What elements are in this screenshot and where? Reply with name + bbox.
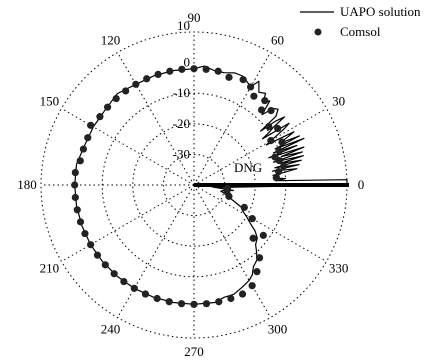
radial-tick-label-0: 0 xyxy=(184,55,191,70)
comsol-point-114 xyxy=(143,75,151,83)
comsol-point-5 xyxy=(272,174,280,182)
comsol-point-60 xyxy=(247,83,255,91)
comsol-point-126 xyxy=(122,87,130,95)
annotation-dng: DNG xyxy=(234,160,262,175)
comsol-point-198 xyxy=(76,218,85,226)
angle-tick-label-90: 90 xyxy=(188,10,201,25)
grid-spoke-120 xyxy=(117,52,195,186)
comsol-point-19 xyxy=(271,153,279,161)
comsol-point-354 xyxy=(223,184,232,193)
radial-tick-label-m20: -20 xyxy=(173,116,190,131)
series-layer xyxy=(74,65,349,305)
comsol-point-312 xyxy=(255,254,264,262)
angle-tick-label-0: 0 xyxy=(358,177,365,192)
angle-tick-label-210: 210 xyxy=(40,261,60,276)
angle-tick-label-180: 180 xyxy=(17,177,37,192)
comsol-point-162 xyxy=(79,145,88,153)
legend-label-comsol: Comsol xyxy=(340,24,381,39)
comsol-point-90 xyxy=(190,65,198,73)
comsol-point-102 xyxy=(166,67,174,75)
angle-tick-label-30: 30 xyxy=(332,94,345,109)
comsol-point-26 xyxy=(278,138,286,146)
comsol-point-38 xyxy=(265,122,273,131)
comsol-point-240 xyxy=(130,284,138,292)
comsol-point-96 xyxy=(178,65,186,73)
grid-spoke-210 xyxy=(61,184,195,262)
comsol-point-72 xyxy=(225,73,233,81)
comsol-point-288 xyxy=(227,294,235,303)
comsol-point-174 xyxy=(71,168,79,177)
comsol-point-204 xyxy=(81,229,89,238)
comsol-point-300 xyxy=(248,282,256,290)
angle-tick-label-240: 240 xyxy=(101,322,121,337)
grid-spoke-240 xyxy=(117,184,195,318)
comsol-point-306 xyxy=(253,268,261,276)
comsol-point-282 xyxy=(215,298,223,306)
legend-label-uapo: UAPO solution xyxy=(340,4,421,19)
comsol-point-48 xyxy=(257,106,266,114)
angle-tick-label-60: 60 xyxy=(271,32,284,47)
comsol-point-222 xyxy=(101,261,109,269)
comsol-point-234 xyxy=(120,277,128,286)
comsol-point-44 xyxy=(267,107,275,115)
grid-spoke-30 xyxy=(193,108,327,186)
tick-labels: 0 30 60 90 120 150 180 210 240 270 300 330 10 0 -10 -20… xyxy=(17,10,364,359)
comsol-point-330 xyxy=(248,215,256,223)
comsol-point-168 xyxy=(76,157,84,165)
comsol-point-34 xyxy=(274,124,282,133)
comsol-point-65 xyxy=(239,76,247,84)
grid-spoke-150 xyxy=(61,108,195,186)
comsol-point-276 xyxy=(202,300,211,308)
comsol-point-246 xyxy=(141,290,150,298)
radial-tick-label-m30: -30 xyxy=(173,146,190,161)
comsol-point-258 xyxy=(165,298,173,306)
comsol-point-30 xyxy=(267,137,275,145)
comsol-point-216 xyxy=(93,251,102,259)
angle-tick-label-300: 300 xyxy=(268,322,288,337)
comsol-point-132 xyxy=(112,94,120,103)
radial-tick-label-10: 10 xyxy=(177,18,190,33)
comsol-point-108 xyxy=(154,70,162,79)
comsol-point-294 xyxy=(238,290,247,298)
comsol-point-252 xyxy=(153,294,161,303)
grid-spoke-330 xyxy=(193,184,327,262)
marker-layer xyxy=(71,65,288,308)
angle-tick-label-330: 330 xyxy=(329,261,349,276)
comsol-point-22 xyxy=(275,147,283,155)
comsol-point-9 xyxy=(275,167,283,176)
comsol-point-324 xyxy=(259,231,267,239)
series-uapo-solution xyxy=(74,65,348,305)
comsol-point-270 xyxy=(190,300,198,308)
comsol-point-150 xyxy=(87,121,95,129)
comsol-point-84 xyxy=(202,65,210,73)
radial-tick-label-m10: -10 xyxy=(173,85,190,100)
comsol-point-264 xyxy=(177,300,186,308)
legend-marker-comsol xyxy=(314,28,322,36)
grid-spoke-60 xyxy=(193,52,271,186)
comsol-point-78 xyxy=(214,67,222,75)
angle-tick-label-120: 120 xyxy=(101,32,121,47)
comsol-point-156 xyxy=(84,134,92,142)
legend: UAPO solution Comsol xyxy=(300,4,421,39)
comsol-point-180 xyxy=(71,181,79,189)
comsol-point-138 xyxy=(103,103,112,111)
comsol-point-120 xyxy=(132,80,140,88)
comsol-point-56 xyxy=(250,92,258,100)
comsol-point-228 xyxy=(110,270,118,278)
comsol-point-12 xyxy=(280,162,288,170)
comsol-point-192 xyxy=(73,206,81,214)
comsol-point-318 xyxy=(249,234,257,242)
comsol-point-50 xyxy=(261,97,269,105)
comsol-point-186 xyxy=(71,193,79,202)
angle-tick-label-270: 270 xyxy=(184,344,204,359)
angle-tick-label-150: 150 xyxy=(40,94,60,109)
grid-spoke-300 xyxy=(193,184,271,318)
comsol-point-210 xyxy=(87,241,95,249)
comsol-point-336 xyxy=(240,203,248,212)
comsol-point-144 xyxy=(96,113,104,121)
